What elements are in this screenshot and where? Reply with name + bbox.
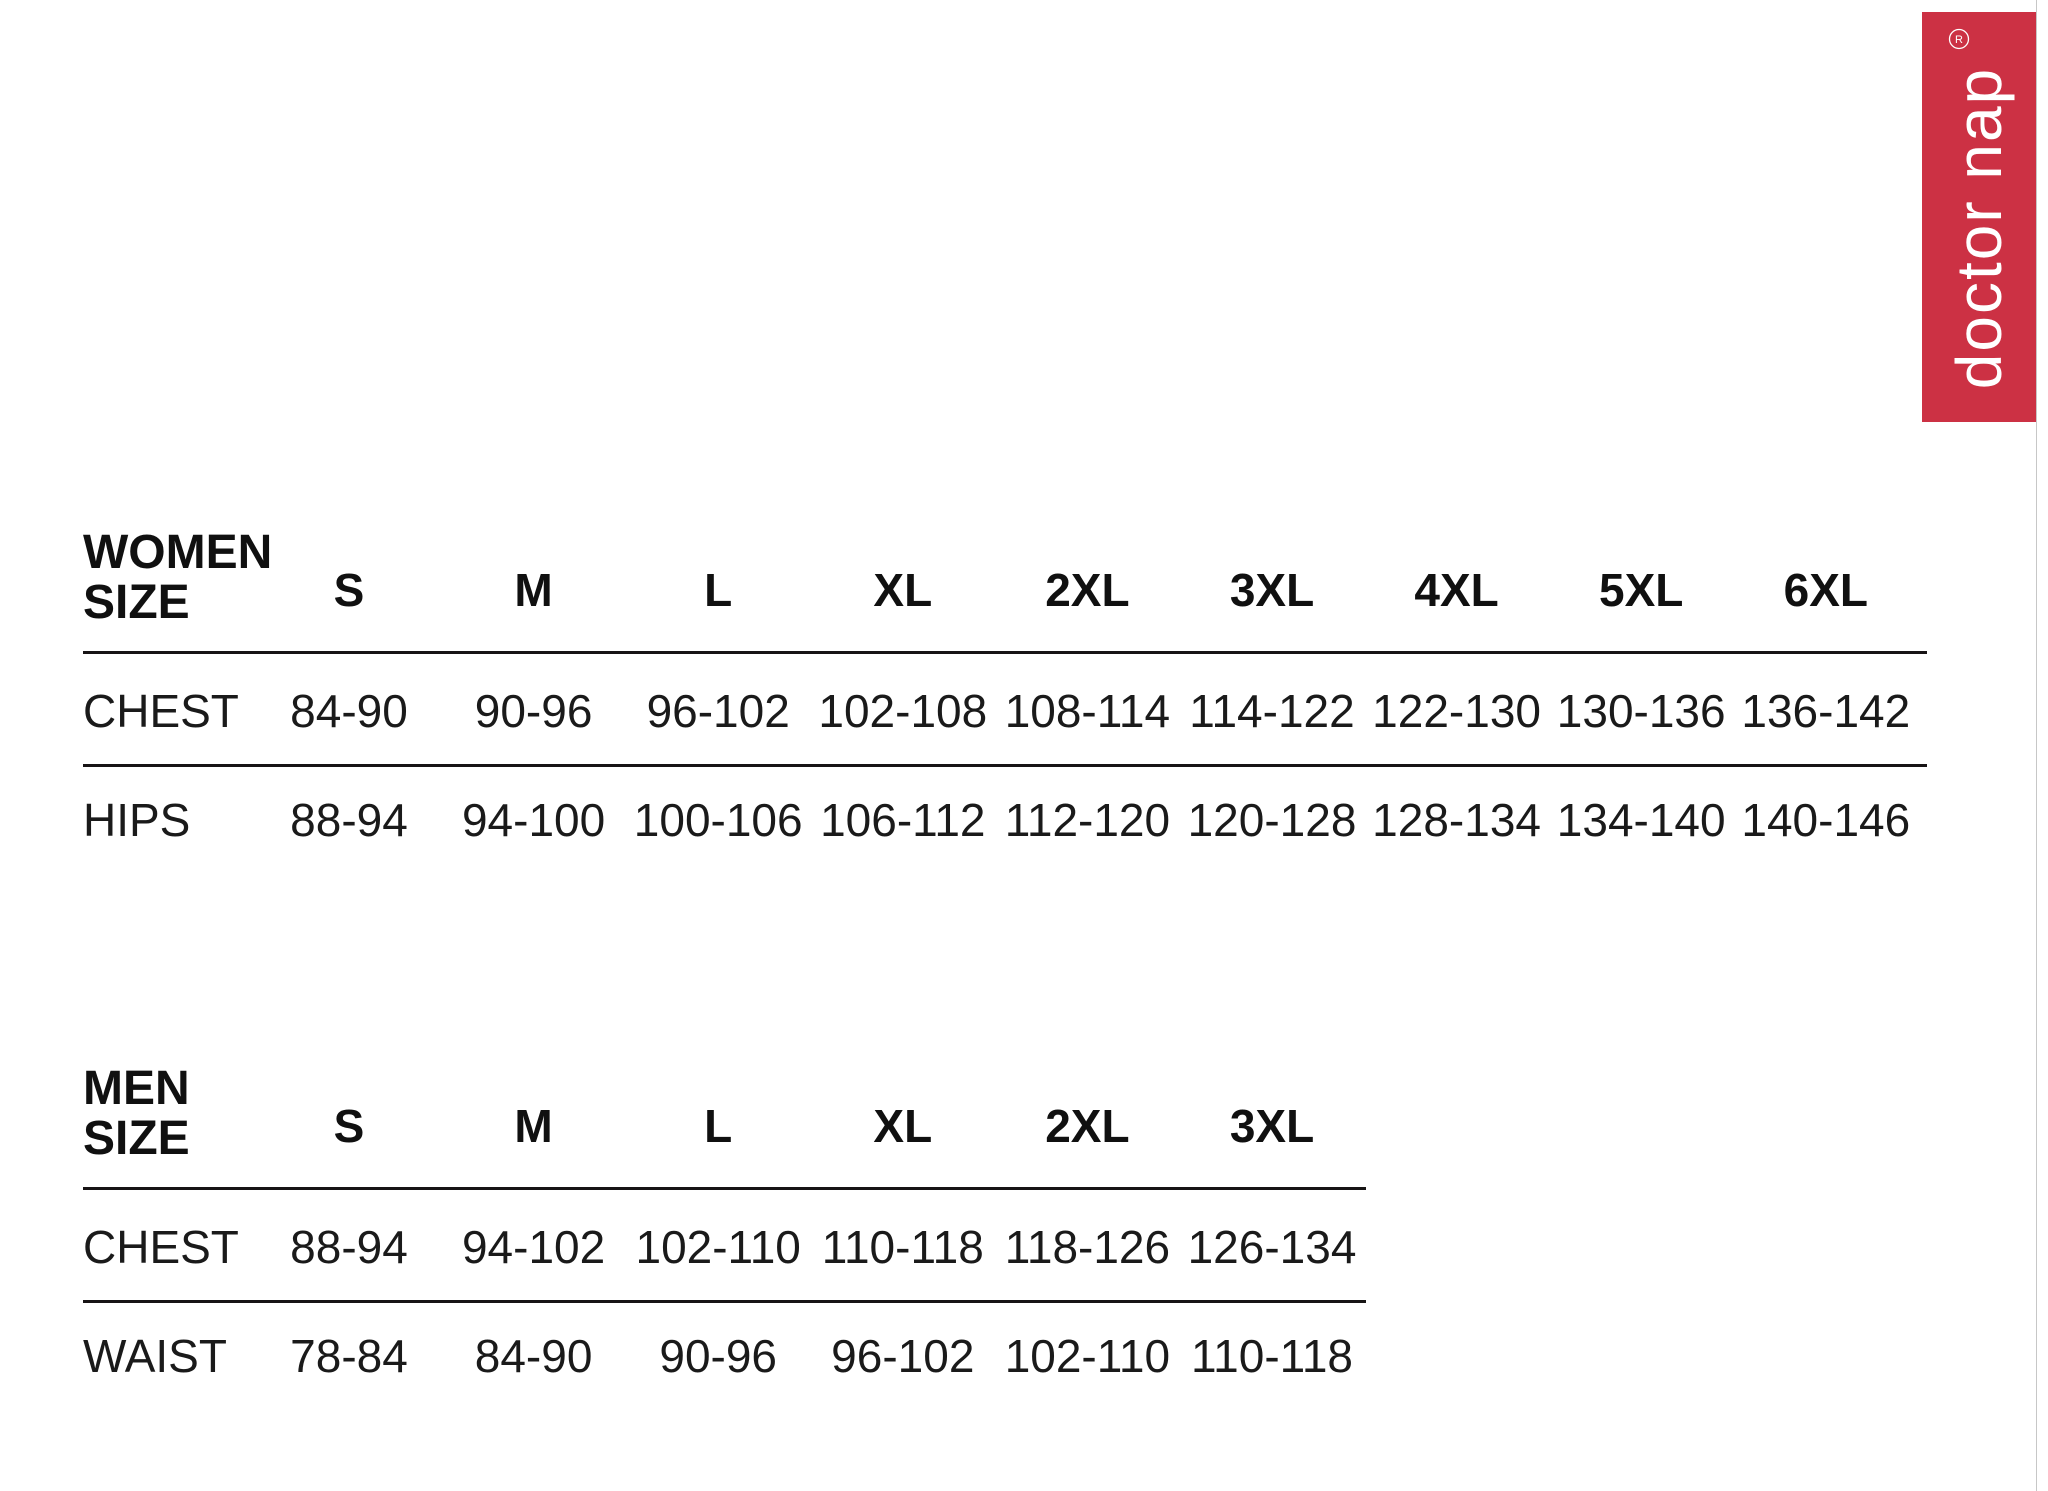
- svg-text:R: R: [1955, 34, 1963, 46]
